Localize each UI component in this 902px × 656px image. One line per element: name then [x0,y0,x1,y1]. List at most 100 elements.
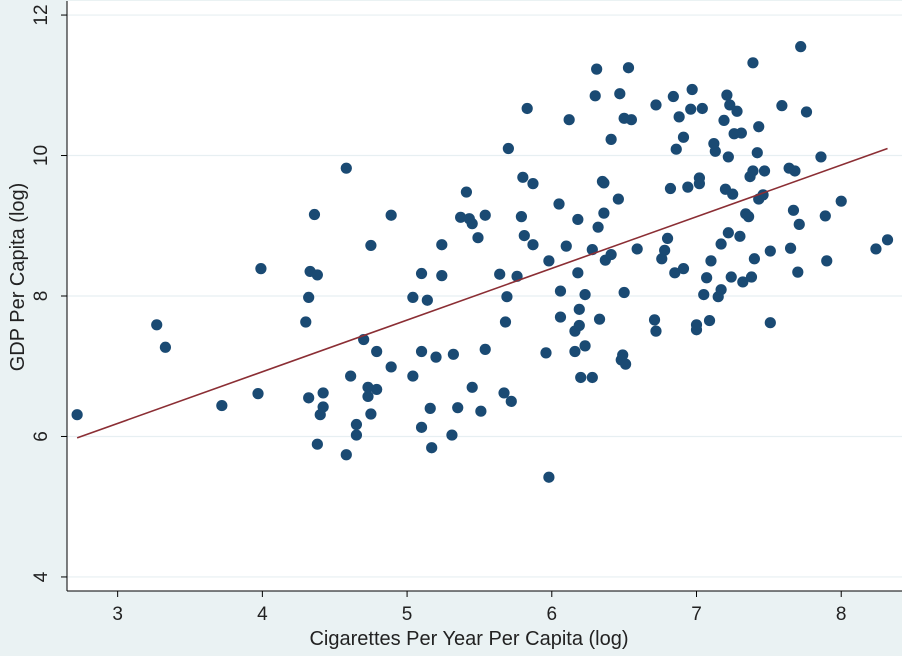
data-point [835,195,847,207]
data-point [650,325,662,337]
data-point [569,345,581,358]
data-point [543,255,555,267]
data-point [505,395,517,407]
data-point [735,127,747,139]
data-point [685,103,697,115]
data-point [311,269,323,281]
data-point [664,182,677,195]
data-point [731,105,743,117]
data-point [722,227,734,239]
data-point [479,343,491,355]
x-tick-label: 7 [691,604,702,625]
data-point [579,340,591,352]
data-point [498,387,510,399]
data-point [303,392,315,404]
data-point [686,83,698,96]
data-point [494,268,506,280]
data-point [673,111,685,123]
data-point [455,211,467,223]
y-axis-title: GDP Per Capita (log) [7,183,29,372]
data-point [518,229,530,242]
data-point [421,294,433,306]
data-point [795,41,807,53]
data-point [690,324,703,336]
data-point [151,319,163,331]
data-point [317,401,329,413]
data-point [573,303,585,315]
data-point [317,387,329,399]
y-tick-label: 10 [31,145,52,166]
data-point [718,114,730,127]
scatter-points [71,41,894,483]
x-tick-label: 6 [547,604,558,625]
data-point [436,270,448,282]
data-point [216,399,228,412]
data-point [776,100,788,112]
data-point [308,208,321,221]
data-point [724,99,736,111]
x-tick-label: 3 [112,604,123,625]
data-point [424,402,436,414]
data-point [605,248,617,261]
data-point [466,381,478,393]
data-point [751,147,763,159]
data-point [371,345,383,358]
data-point [792,266,804,278]
data-point [407,370,419,382]
data-point [631,243,643,255]
data-point [682,181,694,193]
data-point [579,288,591,301]
data-point [703,314,716,327]
axis-ticks: 4 6 8 10 12 3 4 5 6 7 8 [31,4,847,625]
data-point [701,272,713,284]
data-point [415,267,428,280]
data-point [598,207,610,219]
data-point [362,390,374,403]
data-point [502,142,514,155]
data-point [648,314,661,326]
data-point [71,409,83,421]
data-point [650,99,662,111]
data-point [747,57,759,69]
data-point [612,193,624,205]
data-point [385,209,397,221]
data-point [784,242,797,254]
data-point [758,165,771,177]
data-point [472,232,484,244]
data-point [815,151,827,163]
data-point [586,371,598,384]
x-tick-label: 8 [836,604,847,625]
data-point [592,221,604,233]
data-point [589,90,601,102]
data-point [748,253,760,265]
data-point [415,421,428,433]
data-point [365,408,377,420]
data-point [661,232,674,245]
data-point [407,291,419,304]
data-point [764,245,776,257]
data-point [622,62,635,74]
data-point [436,239,448,251]
data-point [753,121,765,133]
data-point [560,240,572,252]
data-point [252,388,264,400]
x-tick-label: 4 [257,604,268,625]
data-point [696,102,708,115]
data-point [527,239,539,251]
data-point [572,213,584,226]
data-point [677,263,690,275]
data-point [553,198,565,210]
y-tick-label: 6 [31,431,52,442]
data-point [517,171,529,183]
data-point [501,291,513,303]
data-point [737,276,749,288]
data-point [698,288,710,301]
data-point [598,177,610,189]
data-point [789,165,801,177]
data-point [745,271,758,283]
data-point [591,63,603,75]
data-point [340,449,352,461]
data-point [593,313,606,325]
gridlines [67,14,902,578]
